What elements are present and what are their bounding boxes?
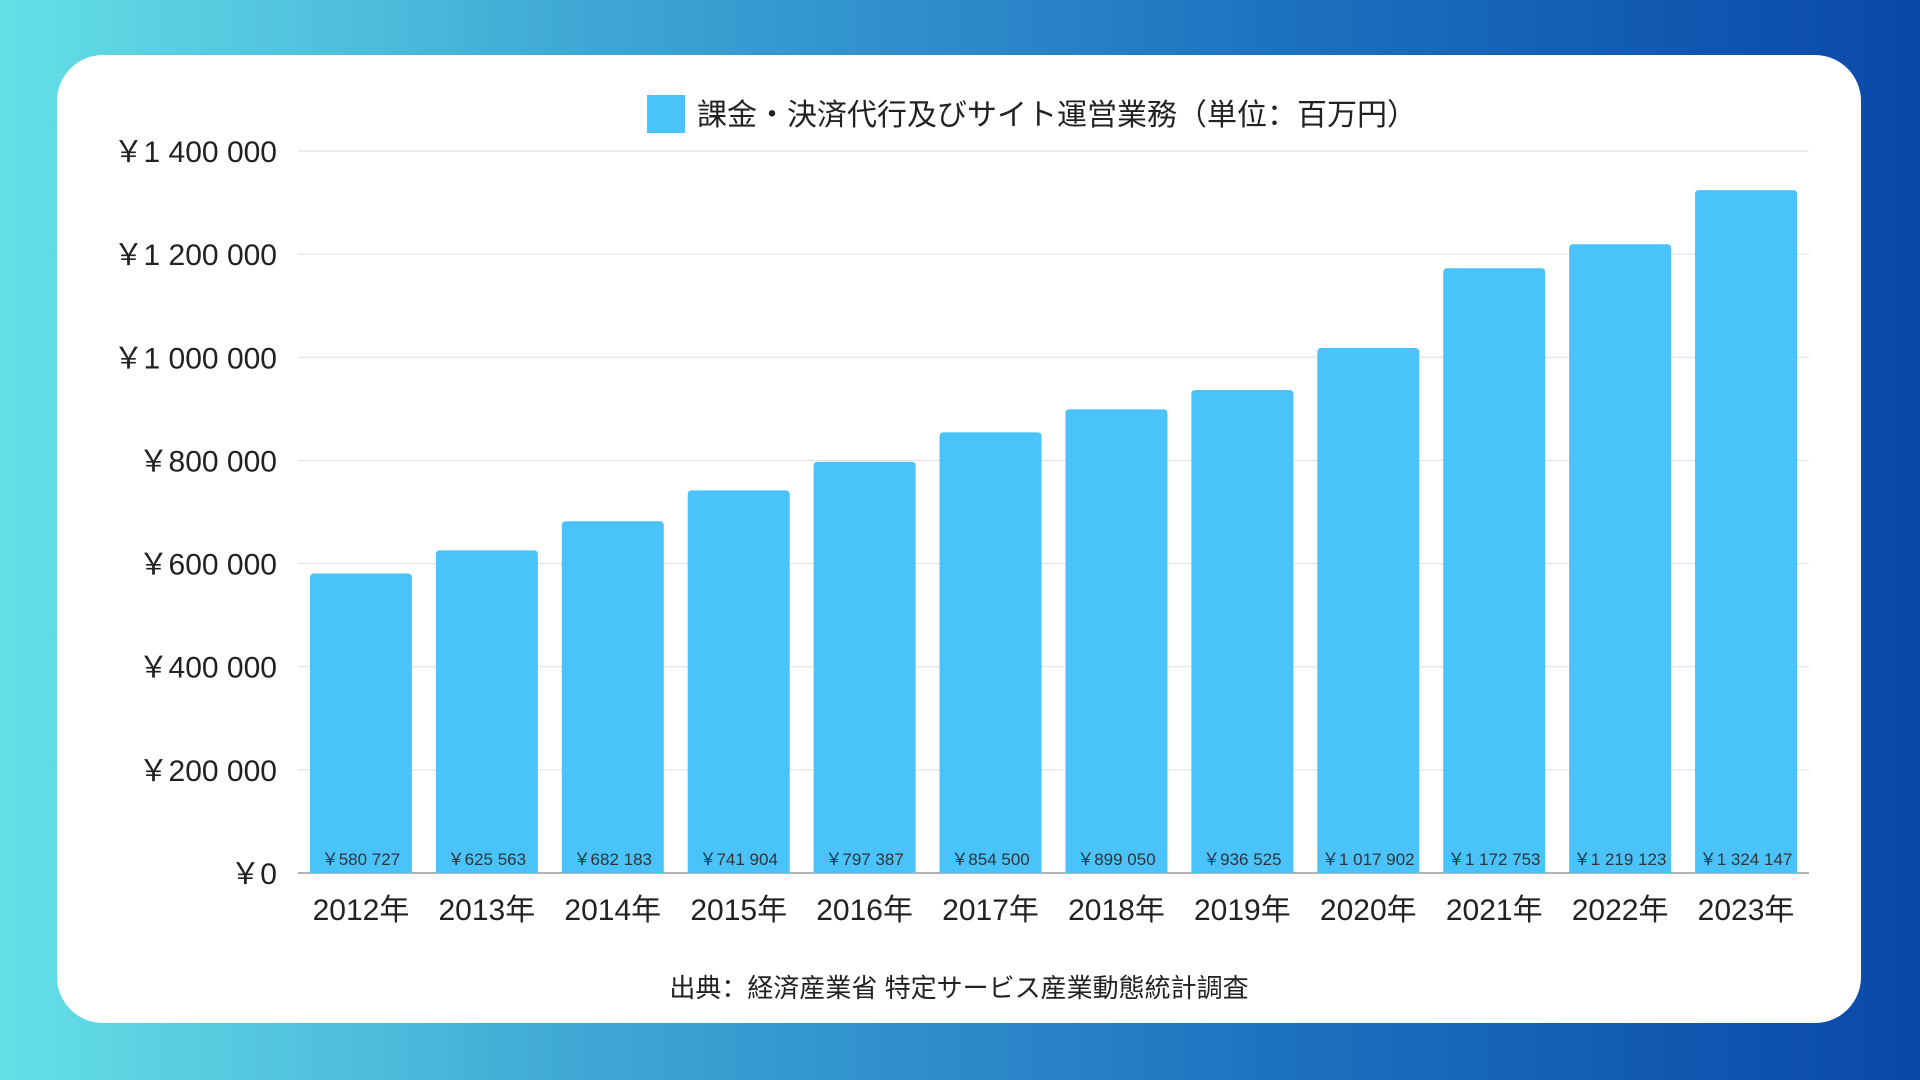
- bar: [1317, 348, 1420, 873]
- x-axis-ticks: 2012年 2013年 2014年 2015年 2016年 2017年 2018年 2019年…: [313, 894, 1795, 927]
- bar: [1569, 244, 1672, 873]
- x-tick-label: 2012年: [313, 894, 410, 927]
- x-tick-label: 2022年: [1572, 894, 1669, 927]
- bar: [1695, 190, 1798, 873]
- x-tick-label: 2017年: [942, 894, 1039, 927]
- bar-chart: ￥0 ￥200 000 ￥400 000 ￥600 000 ￥800 000 ￥1 000…: [114, 95, 1809, 1003]
- y-tick-label: ￥1 200 000: [114, 239, 277, 272]
- data-label: ￥899 050: [1077, 850, 1155, 869]
- bar: [561, 521, 664, 873]
- data-label: ￥797 387: [825, 850, 903, 869]
- x-tick-label: 2016年: [816, 894, 913, 927]
- x-tick-label: 2023年: [1698, 894, 1795, 927]
- data-label: ￥1 324 147: [1700, 850, 1793, 869]
- y-tick-label: ￥200 000: [139, 755, 277, 788]
- data-label: ￥936 525: [1203, 850, 1281, 869]
- bar: [1191, 390, 1294, 873]
- x-tick-label: 2019年: [1194, 894, 1291, 927]
- bar: [309, 573, 412, 873]
- x-tick-label: 2014年: [564, 894, 661, 927]
- chart-card: ￥0 ￥200 000 ￥400 000 ￥600 000 ￥800 000 ￥1 000…: [57, 55, 1861, 1023]
- legend-label: 課金・決済代行及びサイト運営業務（単位：百万円）: [697, 99, 1417, 132]
- x-tick-label: 2018年: [1068, 894, 1165, 927]
- bar: [939, 432, 1042, 873]
- bar: [1443, 268, 1546, 873]
- bar: [1065, 409, 1168, 873]
- source-note: 出典：経済産業省 特定サービス産業動態統計調査: [669, 973, 1248, 1003]
- data-label: ￥741 904: [699, 850, 777, 869]
- y-tick-label: ￥1 400 000: [114, 136, 277, 169]
- y-axis-ticks: ￥0 ￥200 000 ￥400 000 ￥600 000 ￥800 000 ￥1 000…: [114, 136, 277, 891]
- legend: 課金・決済代行及びサイト運営業務（単位：百万円）: [647, 95, 1417, 133]
- data-label: ￥1 017 902: [1322, 850, 1415, 869]
- data-label: ￥580 727: [322, 850, 400, 869]
- data-label: ￥1 172 753: [1448, 850, 1541, 869]
- bar: [687, 490, 790, 873]
- bars: [309, 190, 1798, 873]
- y-tick-label: ￥600 000: [139, 549, 277, 582]
- bar: [813, 461, 916, 873]
- legend-swatch: [647, 95, 685, 133]
- data-label: ￥682 183: [574, 850, 652, 869]
- bar: [435, 550, 538, 873]
- y-tick-label: ￥0: [230, 858, 277, 891]
- y-tick-label: ￥400 000: [139, 652, 277, 685]
- data-labels: ￥580 727 ￥625 563 ￥682 183 ￥741 904 ￥797 387…: [322, 850, 1793, 869]
- x-tick-label: 2013年: [439, 894, 536, 927]
- data-label: ￥1 219 123: [1574, 850, 1667, 869]
- x-tick-label: 2021年: [1446, 894, 1543, 927]
- grid-lines: [298, 150, 1809, 874]
- x-tick-label: 2015年: [690, 894, 787, 927]
- data-label: ￥854 500: [951, 850, 1029, 869]
- y-tick-label: ￥1 000 000: [114, 342, 277, 375]
- y-tick-label: ￥800 000: [139, 445, 277, 478]
- x-tick-label: 2020年: [1320, 894, 1417, 927]
- data-label: ￥625 563: [448, 850, 526, 869]
